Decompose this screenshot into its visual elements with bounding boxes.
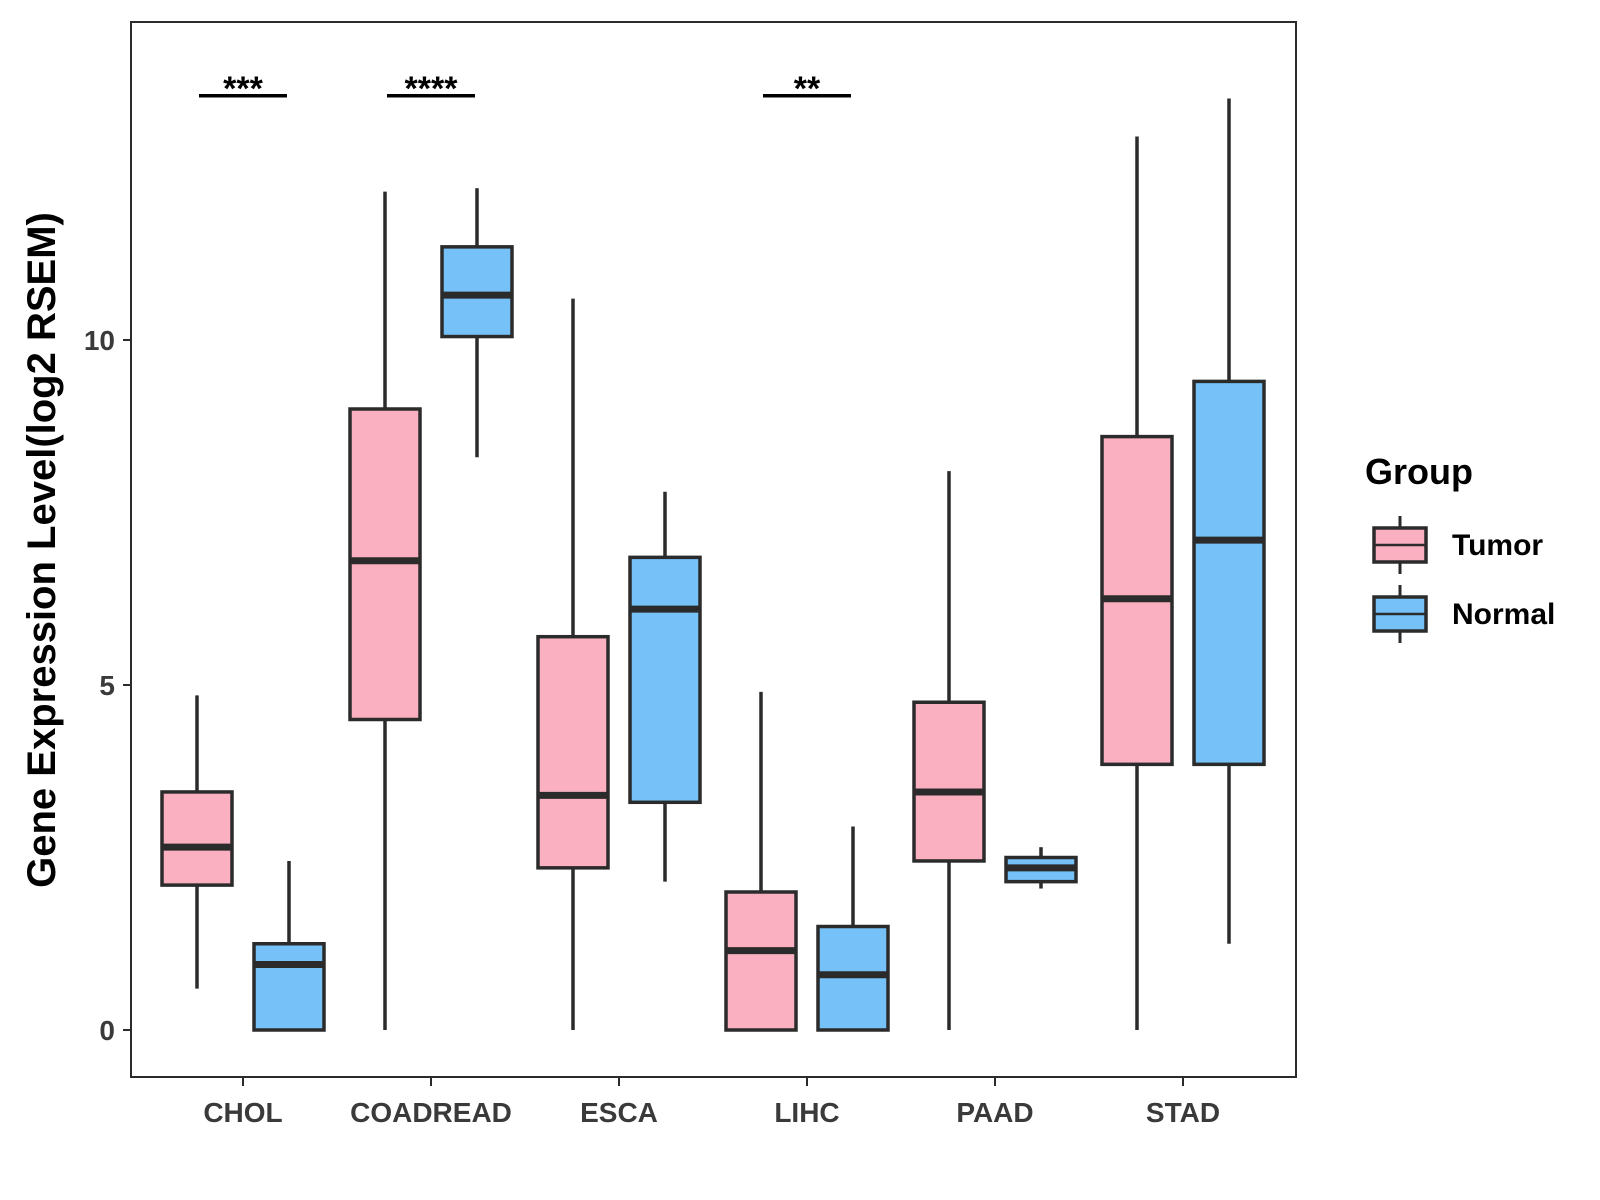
box-iqr [912,700,986,863]
box-tumor-coadread [348,191,422,1030]
box-tumor-stad [1100,136,1174,1030]
box-iqr [252,942,326,1032]
series-normal [252,98,1266,1032]
box-normal-stad [1192,98,1266,944]
significance-label: **** [405,70,459,108]
y-tick-label: 5 [99,670,115,701]
legend: Group Tumor Normal [1365,451,1555,643]
significance-annotations: *** **** ** [199,70,851,108]
box-tumor-paad [912,471,986,1030]
box-normal-paad [1004,847,1078,889]
significance-label: ** [794,70,821,108]
box-normal-chol [252,860,326,1032]
legend-label: Normal [1452,598,1555,631]
x-tick-label: PAAD [956,1097,1033,1128]
legend-label: Tumor [1452,529,1543,562]
significance-label: *** [223,70,263,108]
y-tick-label: 10 [84,325,115,356]
box-series [160,98,1266,1032]
box-tumor-chol [160,695,234,989]
box-normal-lihc [816,826,890,1032]
box-normal-coadread [440,188,514,458]
y-axis: 0 5 10 [84,325,131,1046]
box-iqr [628,555,702,805]
box-iqr [160,790,234,887]
x-tick-label: LIHC [774,1097,839,1128]
box-tumor-lihc [724,691,798,1032]
box-tumor-esca [536,298,610,1030]
x-axis: CHOL COADREAD ESCA LIHC PAAD STAD [203,1077,1220,1128]
legend-item-normal: Normal [1372,585,1555,643]
x-tick-label: COADREAD [350,1097,512,1128]
box-iqr [1192,379,1266,767]
legend-item-tumor: Tumor [1372,516,1543,574]
y-tick-label: 0 [99,1015,115,1046]
series-tumor [160,136,1174,1032]
x-tick-label: STAD [1146,1097,1220,1128]
box-normal-esca [628,491,702,882]
box-iqr [536,634,610,870]
box-iqr [724,890,798,1032]
x-tick-label: CHOL [203,1097,282,1128]
y-axis-title: Gene Expression Level(log2 RSEM) [20,212,64,888]
legend-title: Group [1365,451,1473,492]
x-tick-label: ESCA [580,1097,658,1128]
